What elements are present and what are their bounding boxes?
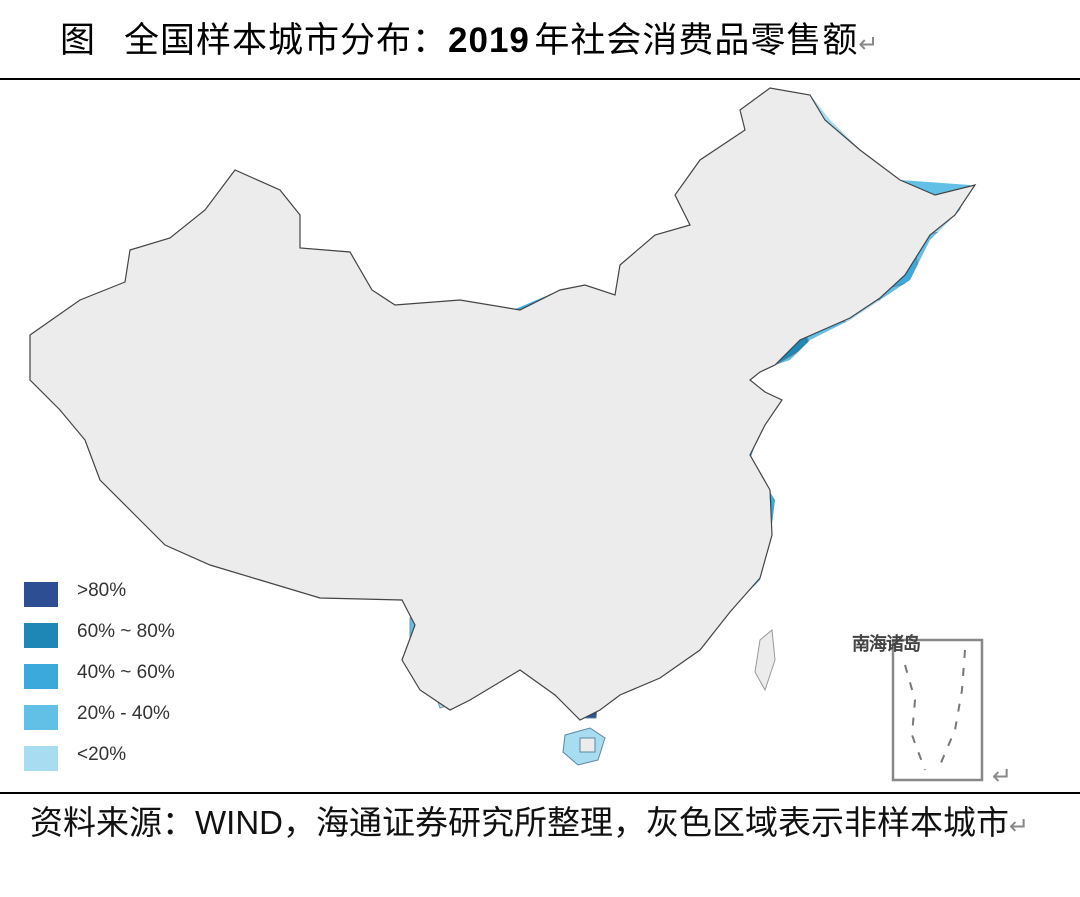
return-mark-icon: ↵: [1008, 812, 1030, 840]
source-note: 资料来源：WIND，海通证券研究所整理，灰色区域表示非样本城市↵: [30, 800, 1080, 849]
legend-label: >80%: [77, 580, 127, 601]
inset-title: 南海诸岛: [852, 634, 921, 655]
legend-swatch: [24, 664, 58, 689]
legend-label: 20% - 40%: [77, 703, 170, 724]
bottom-rule: [0, 792, 1080, 794]
legend-label: 40% ~ 60%: [77, 662, 175, 683]
legend-swatch: [24, 623, 58, 648]
legend-label: 60% ~ 80%: [77, 621, 175, 642]
return-mark-icon: ↵: [858, 30, 880, 58]
title-suffix: 年社会消费品零售额: [534, 21, 859, 61]
source-suffix: ，海通证券研究所整理，灰色区域表示非样本城市: [282, 803, 1009, 842]
legend-swatch: [24, 705, 58, 730]
top-rule: [0, 78, 1080, 80]
title-year: 2019: [448, 21, 530, 60]
figure-title: 图全国样本城市分布：2019 年社会消费品零售额↵: [60, 10, 1080, 72]
south-china-sea-inset: [891, 638, 984, 782]
source-provider: WIND: [195, 804, 283, 841]
china-choropleth-map: [29, 87, 984, 782]
source-prefix: 资料来源：: [30, 803, 195, 842]
figure-label: 图: [60, 21, 97, 61]
title-prefix: 全国样本城市分布：: [124, 21, 449, 61]
legend-label: <20%: [77, 744, 127, 765]
legend-swatch: [24, 582, 58, 607]
return-mark-icon: ↵: [992, 762, 1013, 790]
legend-swatch: [24, 746, 58, 771]
taiwan-island: [754, 629, 776, 692]
